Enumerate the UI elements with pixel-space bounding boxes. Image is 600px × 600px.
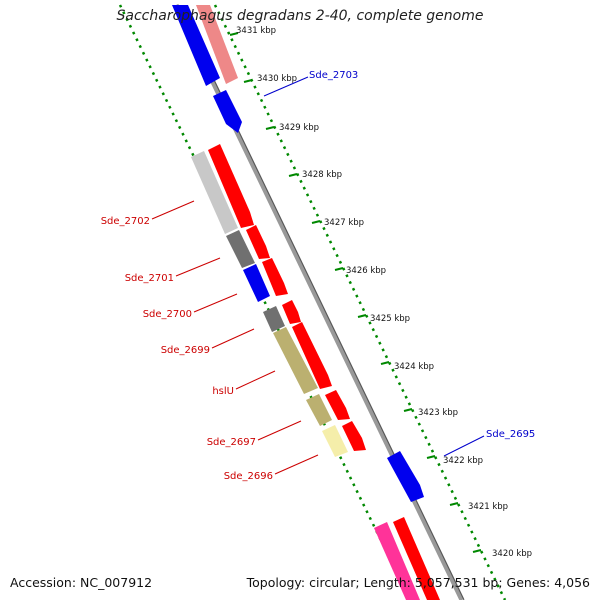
tick-mark bbox=[288, 173, 298, 177]
tick-mark bbox=[243, 79, 253, 83]
tick-mark bbox=[426, 455, 436, 459]
tick-mark bbox=[380, 361, 390, 365]
map-title: Saccharophagus degradans 2-40, complete … bbox=[116, 8, 484, 24]
tick-label: 3423 kbp bbox=[418, 408, 458, 418]
tick-label: 3421 kbp bbox=[468, 502, 508, 512]
tick-label: 3429 kbp bbox=[279, 123, 319, 133]
label-leaders bbox=[151, 76, 485, 475]
gene-label[interactable]: Sde_2699 bbox=[161, 345, 210, 356]
gene-feature-forward bbox=[325, 390, 350, 420]
tick-mark bbox=[334, 267, 344, 271]
gene-feature-lightyellow bbox=[322, 425, 348, 457]
gene-feature-forward bbox=[393, 517, 440, 600]
gene-label[interactable]: Sde_2696 bbox=[224, 471, 273, 482]
tick-label: 3430 kbp bbox=[257, 74, 297, 84]
gene-label[interactable]: Sde_2700 bbox=[143, 309, 192, 320]
gene-feature-forward bbox=[262, 258, 288, 296]
gene-feature-darkgrey bbox=[226, 230, 255, 268]
tick-mark bbox=[311, 220, 321, 224]
tick-label: 3422 kbp bbox=[443, 456, 483, 466]
gene-feature-reverse bbox=[243, 264, 270, 302]
gene-feature-reverse bbox=[387, 451, 424, 502]
tick-mark bbox=[449, 502, 459, 506]
gene-feature-forward bbox=[246, 225, 270, 259]
gene-labels: Sde_2703 Sde_2702 Sde_2701 Sde_2700 Sde_… bbox=[101, 70, 536, 482]
tick-mark bbox=[357, 314, 367, 318]
tick-label: 3428 kbp bbox=[302, 170, 342, 180]
gene-label[interactable]: Sde_2695 bbox=[486, 429, 535, 440]
gene-label[interactable]: Sde_2702 bbox=[101, 216, 150, 227]
tick-label: 3425 kbp bbox=[370, 314, 410, 324]
genome-summary-text: Topology: circular; Length: 5,057,531 bp… bbox=[246, 575, 590, 590]
gene-feature-olive bbox=[306, 394, 332, 426]
gene-label[interactable]: Sde_2701 bbox=[125, 273, 174, 284]
gene-label[interactable]: Sde_2703 bbox=[309, 70, 358, 81]
tick-label: 3427 kbp bbox=[324, 218, 364, 228]
gene-feature-grey bbox=[191, 151, 238, 234]
gene-feature-reverse bbox=[213, 90, 242, 133]
gene-label[interactable]: Sde_2697 bbox=[207, 437, 256, 448]
gene-feature-olive bbox=[273, 327, 318, 394]
gene-feature-forward bbox=[208, 144, 254, 228]
scale-ticks: 3431 kbp 3430 kbp 3429 kbp 3428 kbp 3427… bbox=[229, 26, 532, 559]
gene-feature-magenta bbox=[374, 522, 420, 600]
tick-label: 3424 kbp bbox=[394, 362, 434, 372]
outer-scale-line bbox=[213, 4, 507, 600]
tick-mark bbox=[403, 408, 413, 412]
accession-text: Accession: NC_007912 bbox=[10, 575, 153, 590]
tick-label: 3420 kbp bbox=[492, 549, 532, 559]
tick-label: 3431 kbp bbox=[236, 26, 276, 36]
gene-feature-forward bbox=[342, 421, 366, 451]
tick-label: 3426 kbp bbox=[346, 266, 386, 276]
tick-mark bbox=[472, 549, 482, 553]
tick-mark bbox=[229, 32, 239, 36]
gene-feature-forward bbox=[282, 300, 301, 324]
gene-feature-forward bbox=[292, 322, 332, 389]
gene-feature-pink bbox=[196, 5, 238, 84]
gene-label[interactable]: hslU bbox=[212, 386, 234, 397]
tick-mark bbox=[265, 126, 275, 130]
inner-scale-line bbox=[118, 4, 412, 600]
gene-feature-darkgrey bbox=[263, 306, 285, 332]
gene-features bbox=[172, 5, 440, 600]
gene-feature-reverse bbox=[172, 5, 220, 86]
